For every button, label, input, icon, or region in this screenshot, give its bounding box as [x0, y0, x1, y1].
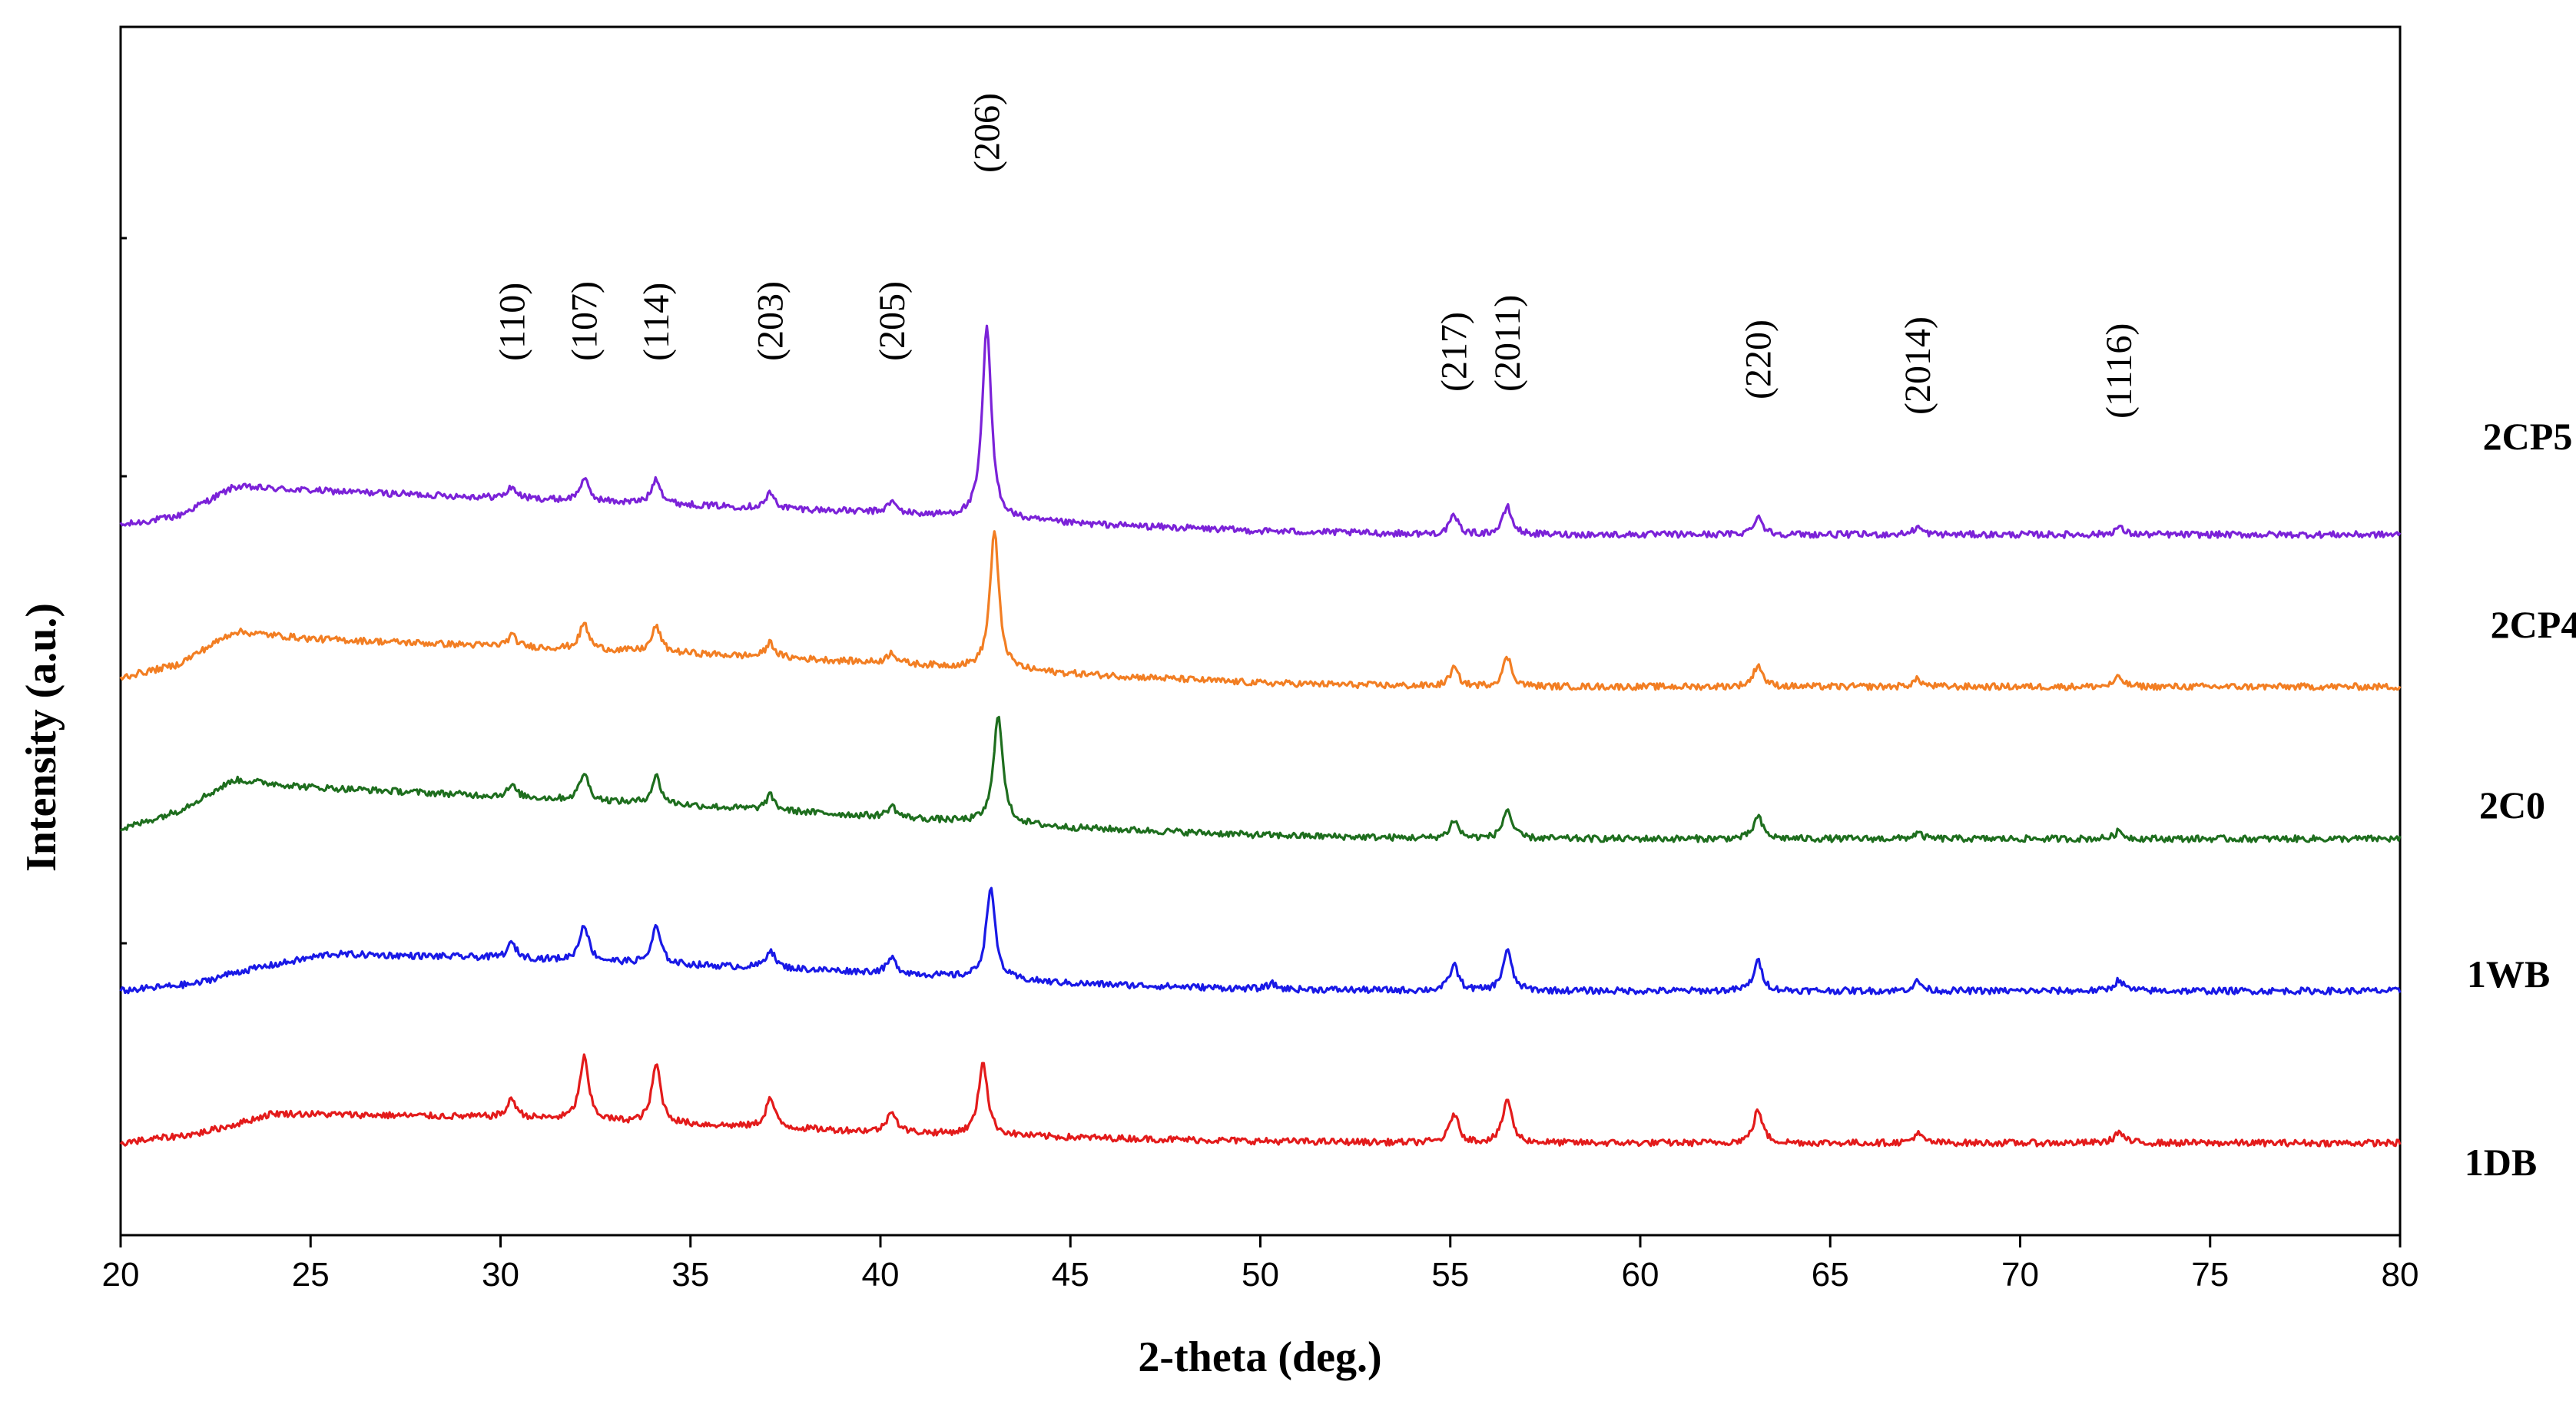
series-line-1db	[119, 1053, 2402, 1148]
peak-label-110: (110)	[492, 283, 532, 361]
peak-label-107: (107)	[564, 281, 605, 361]
x-axis-ticks: 20 25 30 35 40 45 50 55 60 65 70 75 80	[102, 1235, 2419, 1294]
peak-label-205: (205)	[872, 281, 913, 361]
series-label-1wb: 1WB	[2467, 952, 2550, 996]
x-tick-label-45: 45	[1052, 1256, 1089, 1294]
x-tick-label-50: 50	[1242, 1256, 1279, 1294]
x-tick-label-25: 25	[292, 1256, 330, 1294]
x-tick-label-70: 70	[2001, 1256, 2039, 1294]
series-lines	[119, 324, 2402, 1148]
series-line-2cp5	[119, 324, 2402, 539]
x-tick-label-60: 60	[1622, 1256, 1659, 1294]
peak-label-206: (206)	[967, 93, 1008, 173]
x-tick-label-65: 65	[1812, 1256, 1849, 1294]
series-label-2cp5: 2CP5	[2483, 415, 2573, 458]
peak-label-1116: (1116)	[2099, 323, 2140, 419]
x-tick-label-75: 75	[2191, 1256, 2229, 1294]
plot-frame	[119, 25, 2402, 1237]
series-label-2cp4: 2CP4	[2491, 603, 2576, 646]
series-line-2c0	[119, 715, 2402, 843]
x-axis-title: 2-theta (deg.)	[1138, 1333, 1381, 1381]
peak-label-217: (217)	[1434, 312, 1475, 392]
peak-label-2011: (2011)	[1487, 295, 1528, 392]
x-tick-label-35: 35	[671, 1256, 709, 1294]
x-tick-label-40: 40	[862, 1256, 900, 1294]
peak-label-114: (114)	[636, 283, 677, 361]
peak-label-203: (203)	[751, 281, 791, 361]
x-tick-label-30: 30	[482, 1256, 519, 1294]
peak-label-220: (220)	[1738, 320, 1779, 399]
series-label-2c0: 2C0	[2479, 784, 2545, 827]
x-tick-label-80: 80	[2382, 1256, 2419, 1294]
x-tick-label-55: 55	[1431, 1256, 1469, 1294]
x-tick-label-20: 20	[102, 1256, 140, 1294]
peak-labels: (110) (107) (114) (203) (205) (206) (217) (2011…	[492, 93, 2140, 419]
y-axis-ticks	[121, 237, 127, 945]
series-labels: 2CP5 2CP4 2C0 1WB 1DB	[2465, 415, 2576, 1184]
y-axis-title: Intensity (a.u.)	[18, 603, 65, 872]
peak-label-2014: (2014)	[1898, 316, 1938, 415]
series-line-2cp4	[119, 530, 2402, 691]
series-label-1db: 1DB	[2465, 1141, 2537, 1184]
series-line-1wb	[119, 886, 2402, 996]
